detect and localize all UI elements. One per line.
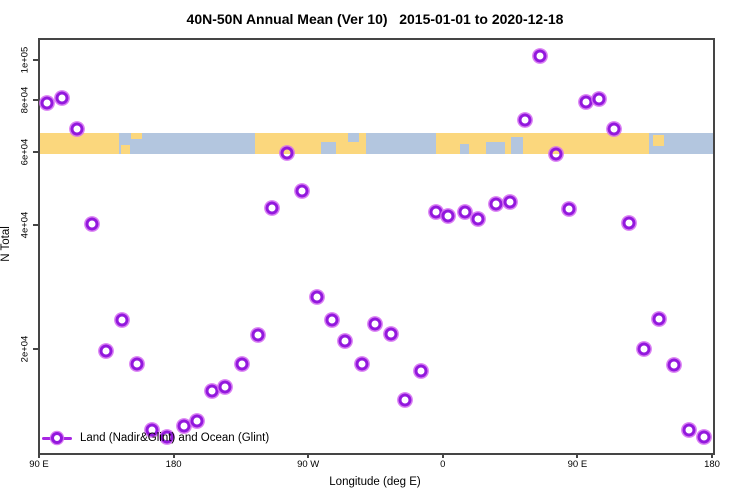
y-axis-tick-label: 6e+04 — [19, 138, 31, 166]
y-axis-tick-label: 8e+04 — [19, 86, 31, 114]
y-axis-tick — [33, 223, 38, 226]
map-band-ocean-patch — [348, 132, 359, 143]
y-axis-tick-label: 2e+04 — [19, 335, 31, 363]
data-point — [458, 205, 472, 219]
x-axis-tick — [711, 453, 713, 458]
data-point — [235, 357, 249, 371]
data-point — [251, 328, 265, 342]
y-axis-tick — [33, 348, 38, 351]
map-band-ocean-patch — [321, 142, 337, 155]
data-point — [265, 201, 279, 215]
data-point — [579, 95, 593, 109]
y-axis-tick — [33, 59, 38, 61]
y-axis-tick-label: 1e+05 — [19, 46, 31, 74]
data-point — [310, 290, 324, 304]
x-axis-tick-label: 0 — [440, 459, 446, 470]
data-point — [325, 313, 339, 327]
map-band-ocean-patch — [485, 142, 506, 155]
data-point — [85, 217, 99, 231]
x-axis-tick — [307, 453, 310, 458]
plot-area: Land (Nadir&Glint) and Ocean (Glint) — [38, 38, 715, 455]
map-band-ocean-segment — [648, 132, 713, 155]
data-point — [115, 313, 129, 327]
data-point — [622, 216, 636, 230]
data-point — [637, 342, 651, 356]
data-point — [429, 205, 443, 219]
data-point — [160, 430, 174, 444]
data-point — [355, 357, 369, 371]
data-point — [549, 147, 563, 161]
data-point — [592, 92, 606, 106]
x-axis-title: Longitude (deg E) — [329, 476, 421, 488]
legend-label: Land (Nadir&Glint) and Ocean (Glint) — [80, 432, 270, 444]
x-axis-tick — [172, 453, 175, 458]
x-axis-tick-label: 90 E — [29, 459, 49, 470]
data-point — [414, 364, 428, 378]
data-point — [503, 195, 517, 209]
y-axis-title: N Total — [0, 226, 12, 262]
data-point — [697, 430, 711, 444]
data-point — [338, 334, 352, 348]
data-point — [70, 122, 84, 136]
map-band-ocean-patch — [511, 137, 524, 155]
y-axis-tick — [33, 99, 38, 102]
x-axis-tick-label: 180 — [165, 459, 182, 470]
data-point — [471, 212, 485, 226]
legend: Land (Nadir&Glint) and Ocean (Glint) — [42, 430, 269, 446]
data-point — [280, 146, 294, 160]
data-point — [99, 344, 113, 358]
data-point — [607, 122, 621, 136]
map-band-land-patch — [120, 144, 130, 155]
x-axis-tick-label: 180 — [704, 459, 720, 470]
map-band-ocean-patch — [460, 143, 470, 155]
x-axis-tick — [441, 453, 444, 458]
data-point — [190, 414, 204, 428]
map-band-ocean-segment — [119, 132, 256, 155]
data-point — [518, 113, 532, 127]
data-point — [667, 358, 681, 372]
data-point — [218, 380, 232, 394]
x-axis-tick — [576, 453, 579, 458]
map-band-ocean-segment — [366, 132, 437, 155]
data-point — [533, 49, 546, 63]
data-point — [295, 184, 309, 198]
data-point — [130, 357, 144, 371]
legend-line — [42, 432, 72, 444]
y-axis-tick-label: 4e+04 — [19, 211, 31, 238]
data-point — [205, 384, 219, 398]
data-point — [562, 202, 576, 216]
data-point — [368, 317, 382, 331]
map-band-land-patch — [131, 132, 142, 140]
x-axis-tick — [38, 453, 40, 458]
data-point — [441, 209, 455, 223]
data-point — [682, 423, 696, 437]
map-band-land-segment — [40, 132, 120, 155]
data-point — [398, 393, 412, 407]
data-point — [652, 312, 666, 326]
y-axis-tick — [33, 150, 38, 153]
data-point — [40, 96, 54, 110]
x-axis-tick-label: 90 E — [567, 459, 588, 470]
data-point — [55, 91, 69, 105]
data-point — [384, 327, 398, 341]
data-point — [145, 423, 159, 437]
data-point — [177, 419, 191, 433]
data-point — [489, 197, 503, 211]
legend-open-circle-marker — [51, 432, 63, 444]
chart-title: 40N-50N Annual Mean (Ver 10) 2015-01-01 … — [186, 11, 564, 27]
land-ocean-map-band — [40, 132, 713, 155]
x-axis-tick-label: 90 W — [297, 459, 320, 470]
map-band-land-patch — [653, 135, 664, 146]
